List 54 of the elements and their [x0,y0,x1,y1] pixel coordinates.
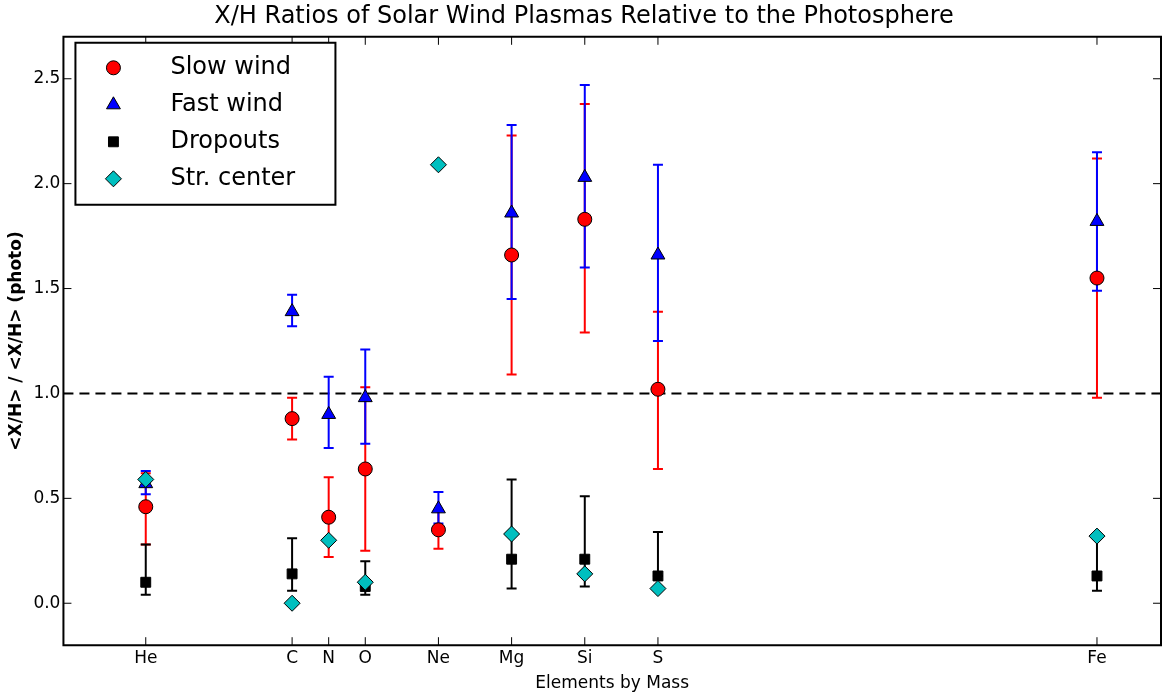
y-tick-label: 1.0 [33,381,61,402]
point [577,168,593,182]
point [431,500,446,514]
point [1089,270,1105,286]
x-tick-label: O [358,646,372,667]
point [137,470,155,488]
y-axis-title: <X/H> / <X/H> (photo) [4,231,25,451]
point [286,568,298,580]
point [1088,527,1106,545]
point [1091,570,1103,582]
point [321,509,337,525]
point [1089,212,1105,226]
y-tick-label: 0.5 [33,486,61,507]
point [357,461,373,477]
x-tick-label: He [134,646,158,667]
point [579,553,591,565]
y-tick-label: 2.5 [33,67,61,88]
x-axis-title: Elements by Mass [535,672,690,693]
point [140,576,152,588]
point [506,553,518,565]
point [652,570,664,582]
point [430,522,446,538]
point [138,499,154,515]
y-tick-label: 0.0 [33,591,61,612]
point [577,211,593,227]
point [356,573,374,591]
legend-label: Fast wind [170,89,284,118]
point [576,565,594,583]
x-tick-label: C [286,646,299,667]
legend-label: Dropouts [170,126,280,155]
point [357,389,373,403]
point [284,303,300,317]
y-tick-label: 2.0 [33,172,61,193]
chart-title: X/H Ratios of Solar Wind Plasmas Relative to the Photosphere [214,0,954,29]
x-tick-label: Fe [1087,646,1107,667]
y-tick-label: 1.5 [33,276,61,297]
point [650,246,666,260]
x-tick-label: Si [577,646,593,667]
legend-label: Str. center [170,163,296,192]
point [283,594,301,612]
point [321,405,337,419]
legend-label: Slow wind [170,52,292,81]
x-tick-label: S [652,646,664,667]
x-tick-label: N [322,646,336,667]
point [320,531,338,549]
point [650,381,666,397]
x-tick-label: Mg [498,646,525,667]
point [504,204,520,218]
x-tick-label: Ne [426,646,451,667]
point [649,580,667,598]
point [284,411,300,427]
point [429,156,447,174]
point [504,247,520,263]
point [503,525,521,543]
